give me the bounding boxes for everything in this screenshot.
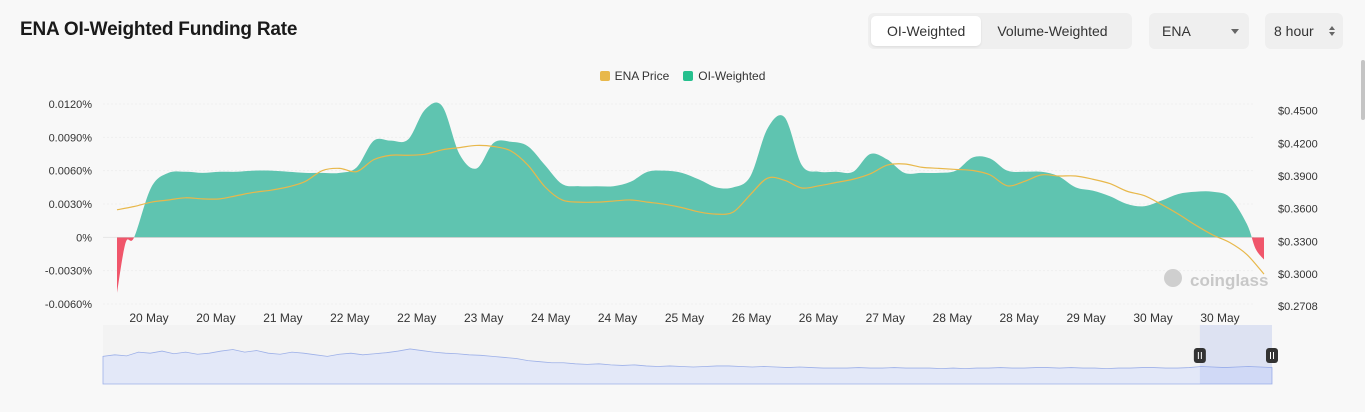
y-right-tick-label: $0.3900 [1278,171,1318,183]
x-tick-label: 24 May [531,311,570,325]
x-tick-label: 20 May [129,311,168,325]
y-left-tick-label: -0.0060% [45,299,92,311]
zoom-selection [1199,325,1272,384]
y-right-tick-label: $0.4200 [1278,138,1318,150]
y-left-tick-label: 0.0060% [49,166,93,178]
x-tick-label: 29 May [1066,311,1105,325]
interval-select[interactable]: 8 hour [1265,13,1343,49]
coin-select-value: ENA [1162,23,1191,39]
y-right-tick-label: $0.3600 [1278,204,1318,216]
x-tick-label: 22 May [330,311,369,325]
page-scrollbar[interactable] [1361,60,1365,120]
legend-label-oi: OI-Weighted [698,69,766,83]
x-tick-label: 30 May [1200,311,1239,325]
coin-select[interactable]: ENA [1149,13,1249,49]
x-tick-label: 23 May [464,311,503,325]
legend-label-price: ENA Price [614,69,670,83]
chevron-down-icon [1231,28,1239,34]
x-tick-label: 21 May [263,311,302,325]
tab-oi-weighted[interactable]: OI-Weighted [871,16,982,46]
price-line [116,144,1265,275]
y-left-tick-label: -0.0030% [45,266,92,278]
watermark-text: coinglass [1190,271,1268,290]
x-tick-label: 28 May [933,311,972,325]
y-left-tick-label: 0.0120% [49,99,93,111]
x-tick-label: 27 May [866,311,905,325]
y-left-tick-label: 0.0090% [49,132,93,144]
x-tick-label: 26 May [799,311,838,325]
x-tick-label: 22 May [397,311,436,325]
y-left-tick-label: 0% [76,232,92,244]
zoom-overview-area [102,348,1273,385]
legend-swatch-price [599,71,610,81]
x-tick-label: 20 May [196,311,235,325]
legend-item-oi-weighted[interactable]: OI-Weighted [683,69,765,83]
y-right-tick-label: $0.3000 [1278,269,1318,281]
zoom-handle-right[interactable] [1266,348,1278,363]
x-tick-label: 25 May [665,311,704,325]
chart-legend: ENA Price OI-Weighted [0,69,1365,83]
sort-arrows-icon [1329,26,1335,36]
x-tick-label: 28 May [1000,311,1039,325]
funding-area-positive [117,102,1264,238]
weighting-toggle: OI-Weighted Volume-Weighted [868,13,1132,49]
x-tick-label: 30 May [1133,311,1172,325]
watermark-logo-icon [1164,269,1182,287]
x-tick-label: 26 May [732,311,771,325]
y-right-tick-label: $0.2708 [1278,301,1318,313]
zoom-handle-left[interactable] [1193,348,1206,363]
legend-swatch-oi [683,71,694,81]
y-right-tick-label: $0.3300 [1278,236,1318,248]
tab-volume-weighted[interactable]: Volume-Weighted [997,23,1108,39]
legend-item-ena-price[interactable]: ENA Price [599,69,670,83]
interval-select-value: 8 hour [1274,23,1314,39]
page-title: ENA OI-Weighted Funding Rate [20,19,298,40]
x-tick-label: 24 May [598,311,637,325]
y-left-tick-label: 0.0030% [49,199,93,211]
y-right-tick-label: $0.4500 [1278,106,1318,118]
